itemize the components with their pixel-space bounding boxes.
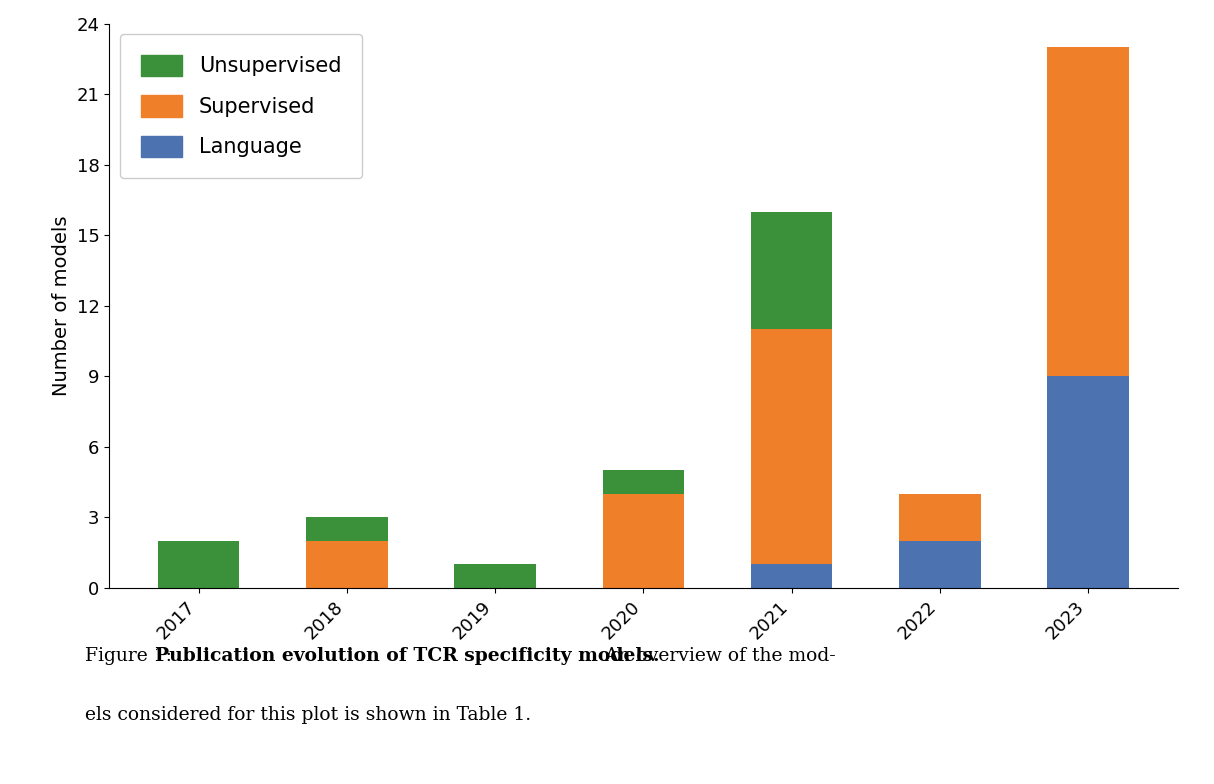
Bar [751, 564, 833, 588]
Bar [158, 541, 239, 588]
Y-axis label: Number of models: Number of models [52, 216, 70, 396]
Legend: Unsupervised, Supervised, Language: Unsupervised, Supervised, Language [120, 34, 362, 178]
Bar [1048, 376, 1129, 588]
Bar [306, 541, 387, 588]
Text: An overview of the mod-: An overview of the mod- [599, 647, 835, 665]
Bar [602, 494, 685, 588]
Bar [1048, 47, 1129, 376]
Bar [751, 212, 833, 329]
Bar [454, 564, 535, 588]
Bar [900, 541, 981, 588]
Bar [751, 329, 833, 564]
Text: Figure 1:: Figure 1: [85, 647, 178, 665]
Bar [306, 517, 387, 541]
Text: Publication evolution of TCR specificity models.: Publication evolution of TCR specificity… [155, 647, 660, 665]
Bar [900, 494, 981, 541]
Bar [602, 470, 685, 494]
Text: els considered for this plot is shown in Table 1.: els considered for this plot is shown in… [85, 706, 531, 724]
